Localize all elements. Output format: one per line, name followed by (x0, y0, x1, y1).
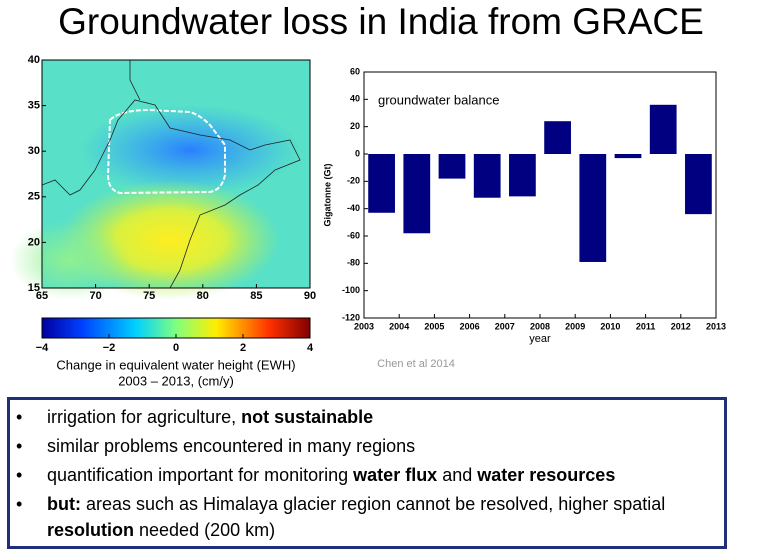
bar (579, 154, 607, 262)
region-outline (106, 108, 226, 195)
bar (403, 154, 431, 234)
map-field (10, 220, 130, 300)
bullet-text: irrigation for agriculture, (47, 407, 242, 427)
x-axis-label: year (529, 333, 551, 345)
bar (438, 154, 466, 179)
y-tick-label: 30 (28, 145, 40, 157)
x-tick-label: 2007 (495, 321, 515, 331)
y-tick-label: 25 (28, 191, 40, 203)
bar (649, 104, 677, 154)
y-tick-label: 60 (350, 66, 360, 76)
x-tick-label: 2008 (530, 321, 550, 331)
y-tick-label: -80 (347, 258, 360, 268)
y-tick-label: 40 (350, 94, 360, 104)
bullet-box: irrigation for agriculture, not sustaina… (7, 397, 727, 549)
citation: Chen et al 2014 (377, 358, 455, 370)
bullet-text: not sustainable (241, 407, 374, 427)
x-tick-label: 2011 (636, 321, 656, 331)
annotation: groundwater balance (378, 92, 499, 107)
y-tick-label: -20 (347, 176, 360, 186)
colorbar-tick-label: 4 (307, 342, 314, 354)
bar (685, 154, 712, 215)
x-tick-label: 2009 (565, 321, 585, 331)
bullet-text: water flux (353, 465, 438, 485)
x-tick-label: 75 (143, 290, 155, 302)
y-tick-label: 40 (28, 54, 40, 66)
y-tick-label: -120 (342, 312, 360, 322)
map (10, 59, 311, 339)
bar (544, 121, 571, 154)
map-frame (41, 59, 311, 289)
x-tick-label: 2006 (460, 321, 480, 331)
x-tick-label: 80 (197, 290, 209, 302)
bar (368, 154, 395, 213)
bar (473, 154, 501, 198)
bullet-text: resolution (47, 520, 135, 540)
x-tick-label: 90 (304, 290, 316, 302)
y-tick-label: 15 (28, 282, 40, 294)
colorbar-tick-label: −4 (36, 342, 49, 354)
x-tick-label: 2012 (671, 321, 691, 331)
bullet-text: needed (200 km) (134, 520, 276, 540)
y-tick-label: -60 (347, 230, 360, 240)
x-tick-label: 2003 (354, 321, 374, 331)
y-tick-label: 20 (350, 121, 360, 131)
y-tick-label: 20 (28, 236, 40, 248)
bullet: similar problems encountered in many reg… (10, 433, 718, 459)
bar (614, 154, 642, 159)
slide-title: Groundwater loss in India from GRACE (58, 1, 704, 42)
bullet-text: similar problems encountered in many reg… (47, 436, 416, 456)
y-tick-label: -100 (342, 285, 360, 295)
y-tick-label: -40 (347, 203, 360, 213)
map-field (80, 105, 300, 195)
bullet-text: quantification important for monitoring (47, 465, 354, 485)
x-tick-label: 70 (89, 290, 101, 302)
colorbar-tick-label: 2 (240, 342, 246, 354)
x-tick-label: 2004 (389, 321, 409, 331)
bullet: quantification important for monitoring … (10, 462, 718, 488)
bullet-text: water resources (477, 465, 616, 485)
map-caption: Change in equivalent water height (EWH) (56, 357, 295, 372)
figure: Groundwater loss in India from GRACE Cha… (10, 1, 726, 388)
x-tick-label: 2013 (706, 321, 726, 331)
x-tick-label: 65 (36, 290, 48, 302)
y-tick-label: 0 (355, 148, 360, 158)
colorbar-tick-label: 0 (173, 342, 179, 354)
bullet: but: areas such as Himalaya glacier regi… (10, 491, 718, 543)
colorbar-tick-label: −2 (103, 342, 116, 354)
bullet-text: but: (47, 494, 81, 514)
x-tick-label: 85 (250, 290, 262, 302)
y-tick-label: 35 (28, 100, 40, 112)
y-axis-label: Gigatonne (Gt) (322, 164, 332, 227)
x-tick-label: 2005 (424, 321, 444, 331)
bullet-text: and (437, 465, 478, 485)
border-lines (41, 60, 301, 289)
bar (509, 154, 536, 197)
x-tick-label: 2010 (600, 321, 620, 331)
map-caption: 2003 – 2013, (cm/y) (118, 373, 234, 388)
bullet: irrigation for agriculture, not sustaina… (10, 404, 718, 430)
bullet-text: areas such as Himalaya glacier region ca… (80, 494, 666, 514)
